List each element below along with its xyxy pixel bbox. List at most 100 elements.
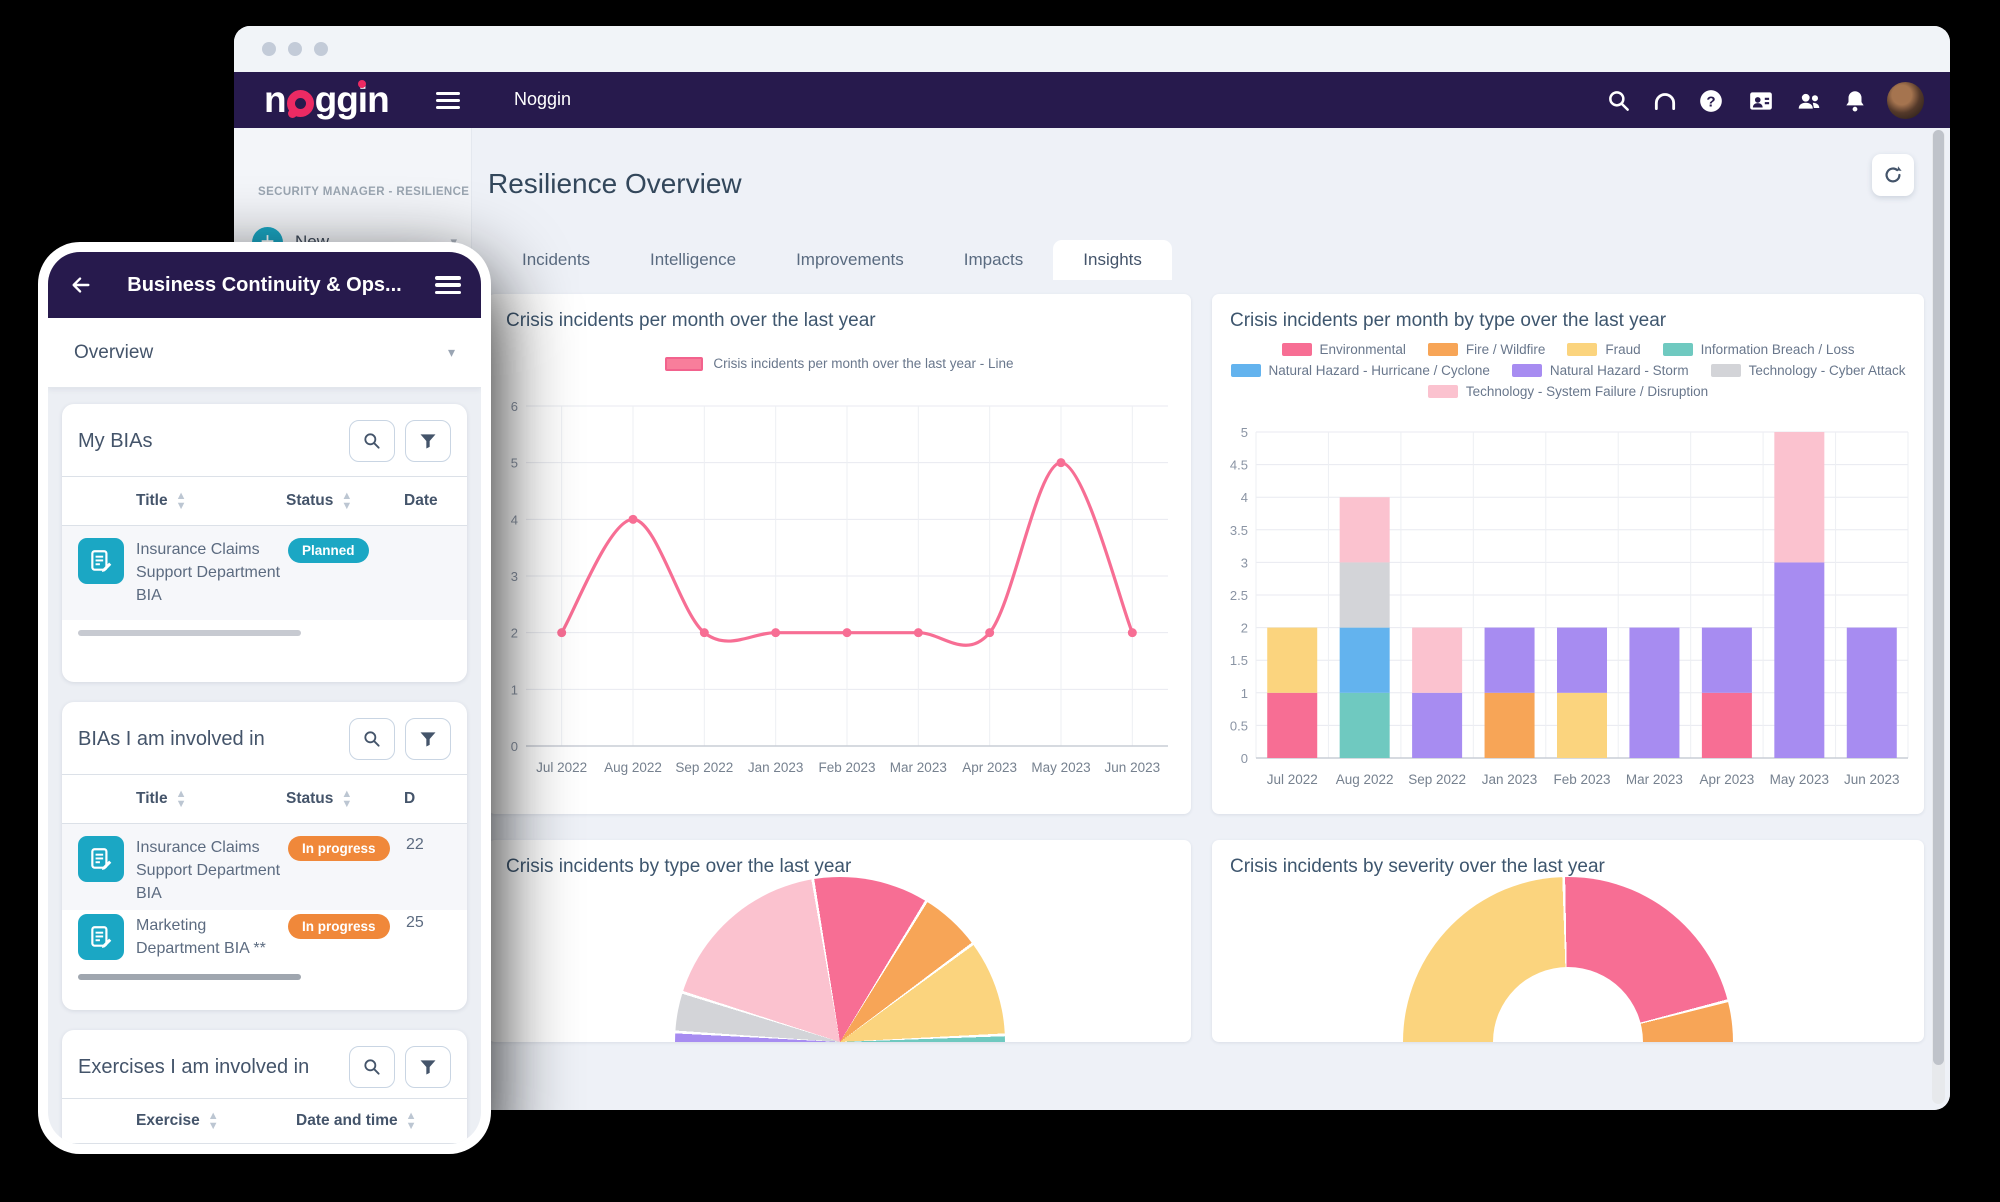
bia-document-icon bbox=[78, 913, 124, 960]
tab-insights[interactable]: Insights bbox=[1053, 240, 1172, 280]
svg-text:2: 2 bbox=[1241, 621, 1248, 636]
noggin-logo[interactable]: n ggin bbox=[264, 76, 390, 124]
card-title: Exercises I am involved in bbox=[78, 1055, 310, 1078]
product-name: Noggin bbox=[514, 89, 572, 109]
svg-text:3.5: 3.5 bbox=[1230, 523, 1248, 538]
svg-text:May 2023: May 2023 bbox=[1770, 772, 1829, 787]
bell-icon[interactable] bbox=[1842, 88, 1868, 114]
logo-i-dot bbox=[357, 80, 366, 88]
back-icon[interactable] bbox=[68, 274, 94, 296]
sort-icon[interactable]: ▲ ▼ bbox=[175, 490, 187, 512]
line-chart-card: Crisis incidents per month over the last… bbox=[488, 294, 1191, 814]
filter-button[interactable] bbox=[405, 1046, 451, 1088]
svg-text:May 2023: May 2023 bbox=[1031, 760, 1090, 775]
menu-icon[interactable] bbox=[436, 92, 460, 109]
window-control-dot[interactable] bbox=[314, 42, 328, 56]
filter-button[interactable] bbox=[405, 718, 451, 760]
legend-item[interactable]: Fire / Wildfire bbox=[1427, 342, 1545, 357]
help-icon[interactable]: ? bbox=[1698, 88, 1724, 114]
exercises-card: Exercises I am involved in bbox=[62, 1030, 467, 1144]
tab-incidents[interactable]: Incidents bbox=[522, 250, 591, 269]
svg-text:Feb 2023: Feb 2023 bbox=[1553, 772, 1610, 787]
svg-text:1.5: 1.5 bbox=[1230, 653, 1248, 668]
legend-swatch bbox=[1710, 364, 1741, 377]
app-header: n ggin Noggin ? bbox=[234, 72, 1950, 128]
line-chart-legend[interactable]: Crisis incidents per month over the last… bbox=[488, 356, 1191, 371]
chevron-down-icon: ▾ bbox=[450, 234, 457, 250]
svg-text:4: 4 bbox=[511, 512, 518, 527]
bar-chart-legend[interactable]: Environmental Fire / Wildfire Fraud Informa… bbox=[1212, 342, 1924, 399]
column-datetime: Date and time bbox=[296, 1112, 398, 1129]
stacked-bar-chart-card: Crisis incidents per month by type over … bbox=[1212, 294, 1924, 814]
legend-item[interactable]: Technology - System Failure / Disruption bbox=[1427, 384, 1708, 399]
svg-text:Aug 2022: Aug 2022 bbox=[1336, 772, 1394, 787]
svg-text:2.5: 2.5 bbox=[1230, 588, 1248, 603]
phone-header: Business Continuity & Ops... bbox=[48, 252, 481, 318]
legend-swatch bbox=[1230, 364, 1261, 377]
tab-impacts[interactable]: Impacts bbox=[963, 250, 1024, 269]
row-date: 25 bbox=[406, 913, 424, 931]
horizontal-scrollbar[interactable] bbox=[78, 629, 301, 636]
legend-item[interactable]: Information Breach / Loss bbox=[1662, 342, 1854, 357]
svg-text:Sep 2022: Sep 2022 bbox=[1408, 772, 1466, 787]
column-date: D bbox=[404, 790, 416, 807]
search-icon[interactable] bbox=[1606, 88, 1632, 114]
legend-item[interactable]: Fraud bbox=[1567, 342, 1641, 357]
svg-text:Sep 2022: Sep 2022 bbox=[675, 760, 733, 775]
svg-text:4.5: 4.5 bbox=[1230, 458, 1248, 473]
filter-icon bbox=[420, 1060, 436, 1075]
search-button[interactable] bbox=[349, 1046, 395, 1088]
sort-icon[interactable]: ▲ ▼ bbox=[175, 788, 187, 810]
table-row[interactable]: Marketing Department BIA ** In progress … bbox=[62, 909, 467, 972]
user-avatar[interactable] bbox=[1887, 82, 1924, 119]
svg-text:Mar 2023: Mar 2023 bbox=[1626, 772, 1683, 787]
legend-item[interactable]: Technology - Cyber Attack bbox=[1710, 363, 1906, 378]
column-status: Status bbox=[286, 790, 334, 807]
view-selector[interactable]: Overview ▾ bbox=[48, 318, 481, 388]
sort-icon[interactable]: ▲ ▼ bbox=[405, 1111, 417, 1131]
table-row[interactable]: Insurance Claims Support Department BIA … bbox=[62, 526, 467, 620]
contacts-icon[interactable] bbox=[1748, 88, 1774, 114]
pie-disc bbox=[674, 877, 1005, 1042]
svg-text:Jun 2023: Jun 2023 bbox=[1844, 772, 1900, 787]
window-control-dot[interactable] bbox=[288, 42, 302, 56]
legend-item[interactable]: Natural Hazard - Storm bbox=[1511, 363, 1689, 378]
sort-icon[interactable]: ▲ ▼ bbox=[207, 1110, 219, 1132]
legend-label: Technology - Cyber Attack bbox=[1748, 363, 1906, 378]
tab-improvements[interactable]: Improvements bbox=[796, 250, 904, 269]
tab-intelligence[interactable]: Intelligence bbox=[650, 250, 737, 269]
search-button[interactable] bbox=[349, 420, 395, 462]
svg-text:5: 5 bbox=[1241, 428, 1248, 440]
svg-text:0.5: 0.5 bbox=[1230, 718, 1248, 733]
horizontal-scrollbar[interactable] bbox=[78, 973, 301, 980]
users-icon[interactable] bbox=[1796, 88, 1822, 114]
svg-text:Aug 2022: Aug 2022 bbox=[604, 760, 662, 775]
search-button[interactable] bbox=[349, 718, 395, 760]
menu-icon[interactable] bbox=[435, 276, 461, 294]
row-title: Insurance Claims Support Department BIA bbox=[136, 541, 281, 605]
svg-text:Feb 2023: Feb 2023 bbox=[818, 760, 875, 775]
legend-item[interactable]: Environmental bbox=[1281, 342, 1406, 357]
scrollbar-thumb[interactable] bbox=[1933, 130, 1944, 1066]
status-badge: Planned bbox=[288, 538, 369, 563]
column-date: Date bbox=[404, 492, 438, 509]
svg-text:Jul 2022: Jul 2022 bbox=[1267, 772, 1318, 787]
legend-swatch bbox=[1427, 343, 1458, 356]
headset-icon[interactable] bbox=[1652, 88, 1678, 114]
view-selector-label: Overview bbox=[74, 341, 154, 363]
legend-item[interactable]: Natural Hazard - Hurricane / Cyclone bbox=[1230, 363, 1490, 378]
svg-text:Jan 2023: Jan 2023 bbox=[748, 760, 804, 775]
column-title: Title bbox=[136, 492, 168, 509]
row-date bbox=[406, 538, 467, 608]
logo-text: n bbox=[264, 79, 287, 120]
row-title: Insurance Claims Support Department BIA bbox=[136, 839, 281, 903]
table-row[interactable]: Insurance Claims Support Department BIA … bbox=[62, 824, 467, 910]
sort-icon[interactable]: ▲ ▼ bbox=[341, 490, 353, 512]
window-scrollbar[interactable] bbox=[1932, 130, 1945, 1104]
bia-document-icon bbox=[78, 538, 124, 584]
window-control-dot[interactable] bbox=[262, 42, 276, 56]
workspace-label: SECURITY MANAGER - RESILIENCE bbox=[258, 186, 470, 198]
refresh-button[interactable] bbox=[1872, 154, 1914, 196]
sort-icon[interactable]: ▲ ▼ bbox=[341, 788, 353, 810]
filter-button[interactable] bbox=[405, 420, 451, 462]
